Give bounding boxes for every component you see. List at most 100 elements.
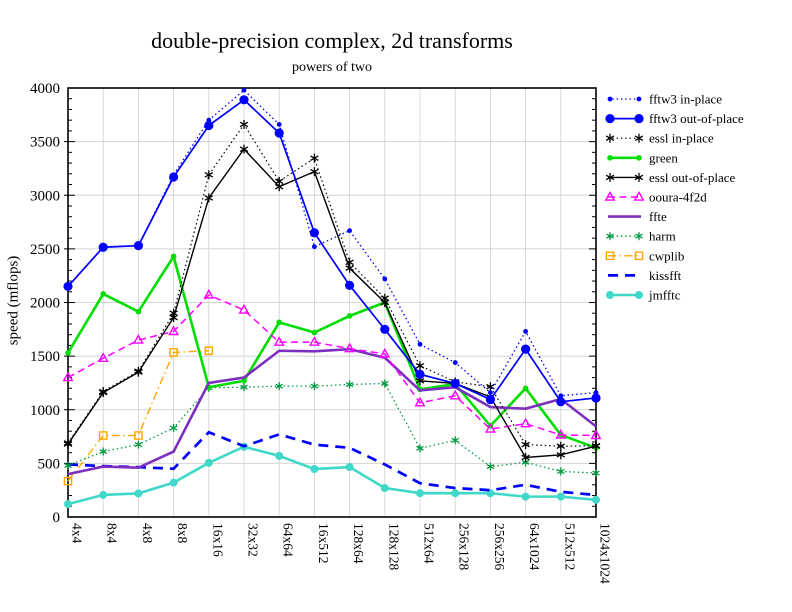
data-point-marker bbox=[239, 144, 249, 154]
x-tick-label: 16x16 bbox=[210, 523, 225, 557]
data-point-marker bbox=[310, 167, 319, 177]
legend-item-ffte: ffte bbox=[608, 209, 667, 224]
data-point-marker bbox=[168, 325, 180, 336]
series-ffte bbox=[67, 347, 597, 476]
chart-title: double-precision complex, 2d transforms bbox=[151, 28, 513, 53]
series-line bbox=[66, 253, 597, 450]
data-point-marker bbox=[345, 257, 354, 267]
x-tick-label: 1024x1024 bbox=[598, 523, 613, 584]
data-point-marker bbox=[136, 243, 141, 249]
y-tick-label: 500 bbox=[38, 456, 61, 472]
data-point-marker bbox=[522, 385, 529, 392]
x-tick-label: 64x64 bbox=[281, 523, 296, 557]
data-point-marker bbox=[380, 484, 389, 493]
data-point-marker bbox=[132, 334, 144, 344]
legend-label: fftw3 in-place bbox=[649, 92, 722, 107]
data-point-marker bbox=[238, 303, 250, 314]
data-point-marker bbox=[275, 382, 284, 391]
data-point-marker bbox=[451, 436, 460, 445]
series-kissfft bbox=[67, 430, 597, 497]
data-point-marker bbox=[605, 251, 615, 261]
series-line bbox=[67, 89, 597, 397]
series-line bbox=[67, 445, 597, 506]
data-point-marker bbox=[344, 342, 356, 353]
legend-label: fftw3 out-of-place bbox=[649, 111, 744, 126]
data-point-marker bbox=[605, 114, 615, 124]
data-point-marker bbox=[634, 172, 644, 182]
data-point-marker bbox=[484, 423, 496, 433]
data-point-marker bbox=[607, 96, 613, 102]
data-point-marker bbox=[521, 492, 530, 501]
data-point-marker bbox=[417, 341, 423, 347]
y-tick-labels: 0 500 1000 1500 2000 2500 3000 3500 4000 bbox=[30, 81, 60, 526]
data-point-marker bbox=[486, 462, 495, 471]
data-point-marker bbox=[276, 319, 283, 326]
y-tick-label: 1500 bbox=[30, 349, 60, 365]
data-point-marker bbox=[275, 451, 284, 460]
x-tick-label: 4x4 bbox=[70, 523, 85, 544]
data-point-marker bbox=[346, 313, 353, 319]
data-point-marker bbox=[634, 133, 644, 143]
data-point-marker bbox=[604, 190, 616, 201]
x-tick-label: 512x64 bbox=[422, 523, 437, 564]
legend-item-cwplib: cwplib bbox=[605, 248, 684, 263]
data-point-marker bbox=[345, 380, 354, 389]
data-point-marker bbox=[523, 329, 528, 334]
legend-label: essl in-place bbox=[649, 131, 714, 146]
data-point-marker bbox=[347, 228, 352, 234]
y-tick-label: 0 bbox=[53, 510, 61, 526]
data-point-marker bbox=[240, 383, 248, 392]
data-point-marker bbox=[634, 114, 644, 124]
x-tick-label: 128x128 bbox=[386, 523, 401, 571]
data-point-marker bbox=[62, 371, 74, 382]
legend-item-harm: harm bbox=[606, 229, 676, 244]
x-tick-label: 256x256 bbox=[492, 523, 507, 571]
gridlines bbox=[68, 88, 596, 517]
data-point-marker bbox=[65, 284, 71, 289]
y-tick-label: 3000 bbox=[30, 188, 60, 204]
data-point-marker bbox=[97, 352, 109, 363]
data-point-marker bbox=[171, 172, 177, 178]
x-tick-label: 16x512 bbox=[316, 523, 331, 564]
data-point-marker bbox=[590, 429, 602, 440]
y-tick-label: 4000 bbox=[30, 81, 60, 97]
data-point-marker bbox=[100, 244, 106, 250]
data-point-marker bbox=[204, 170, 214, 180]
data-point-marker bbox=[605, 172, 615, 182]
data-point-marker bbox=[65, 350, 71, 356]
data-point-marker bbox=[521, 452, 530, 462]
data-point-marker bbox=[204, 193, 214, 203]
chart-subtitle: powers of two bbox=[291, 60, 373, 75]
data-point-marker bbox=[169, 348, 178, 357]
data-point-marker bbox=[170, 253, 177, 260]
data-point-marker bbox=[415, 369, 425, 379]
y-tick-label: 1000 bbox=[30, 403, 60, 419]
data-point-marker bbox=[593, 390, 599, 395]
legend-label: essl out-of-place bbox=[649, 170, 736, 185]
data-point-marker bbox=[134, 489, 143, 498]
data-point-marker bbox=[311, 329, 318, 336]
data-point-marker bbox=[64, 461, 72, 470]
series-line bbox=[67, 347, 597, 476]
data-point-marker bbox=[169, 478, 178, 487]
series-green bbox=[65, 253, 599, 451]
y-tick-label: 3500 bbox=[30, 135, 60, 151]
data-point-marker bbox=[380, 324, 390, 334]
data-point-marker bbox=[606, 232, 614, 241]
data-point-marker bbox=[606, 291, 614, 299]
data-point-marker bbox=[379, 347, 391, 358]
legend-label: cwplib bbox=[649, 248, 684, 263]
data-point-marker bbox=[345, 280, 355, 290]
data-point-marker bbox=[134, 440, 143, 449]
data-point-marker bbox=[63, 476, 73, 486]
x-tick-label: 64x1024 bbox=[527, 523, 542, 571]
data-point-marker bbox=[591, 393, 601, 403]
data-point-marker bbox=[635, 291, 643, 299]
series-fftw3-out-of-place bbox=[63, 95, 601, 407]
x-tick-label: 8x4 bbox=[105, 523, 120, 544]
x-tick-labels: 4x4 8x4 4x8 8x8 16x16 32x32 64x64 16x512 128x64 1… bbox=[70, 523, 613, 584]
data-point-marker bbox=[485, 394, 495, 405]
legend: fftw3 in-place fftw3 out-of-place essl in-… bbox=[604, 92, 744, 303]
